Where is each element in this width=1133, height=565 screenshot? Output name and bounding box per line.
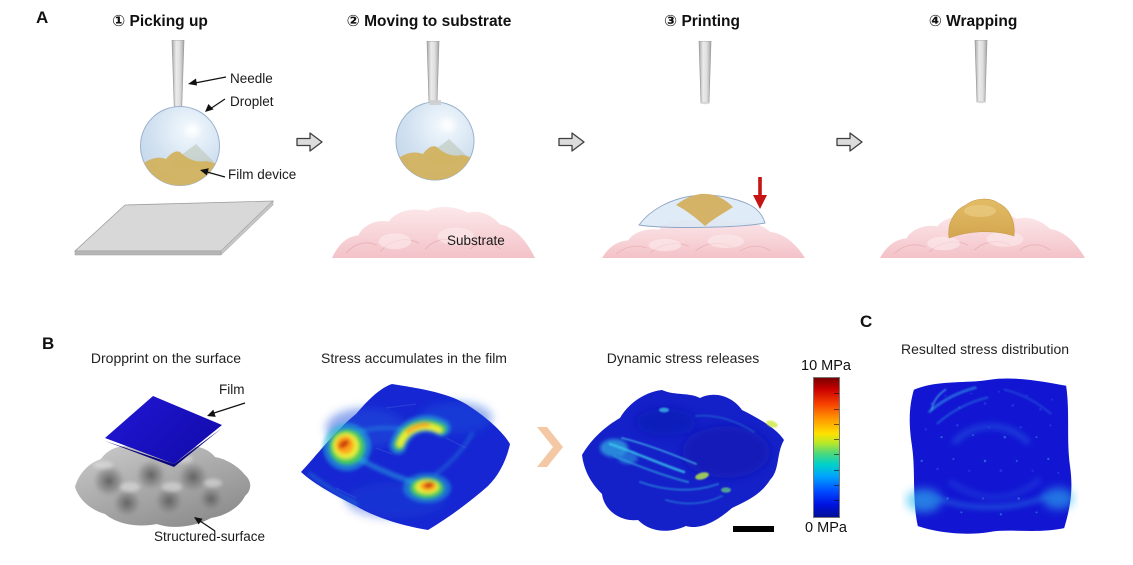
panel-c-label: C <box>860 312 873 331</box>
colorbar-min-label: 0 MPa <box>805 520 847 536</box>
plate-illustration <box>73 200 275 256</box>
film-device-label: Film device <box>228 167 297 182</box>
structured-surface-illustration <box>75 443 251 527</box>
needle-label: Needle <box>230 71 273 86</box>
needle-pointer-arrow <box>188 76 227 86</box>
press-arrow-icon <box>753 177 767 209</box>
step-arrow-icon-3 <box>836 132 863 152</box>
droplet-pointer-arrow <box>205 98 226 112</box>
film-device-pointer-arrow <box>200 168 226 178</box>
substrate-label: Substrate <box>447 233 505 248</box>
substrate-illustration-step2 <box>332 207 535 258</box>
printed-droplet-illustration <box>638 193 766 228</box>
stress-accumulation-map <box>301 384 510 530</box>
step2-title: ② Moving to substrate <box>346 13 512 30</box>
needle-illustration-step4 <box>974 40 988 104</box>
droplet-label: Droplet <box>230 94 274 109</box>
result-caption: Resulted stress distribution <box>900 341 1070 357</box>
dropprint-caption: Dropprint on the surface <box>90 350 242 366</box>
colorbar-max-label: 10 MPa <box>801 358 851 374</box>
release-caption: Dynamic stress releases <box>606 350 760 366</box>
colorbar <box>813 377 840 518</box>
step3-title: ③ Printing <box>664 13 740 30</box>
step-arrow-icon-2 <box>558 132 585 152</box>
needle-illustration-step3 <box>698 41 712 105</box>
droplet-illustration-step2 <box>395 100 475 181</box>
wrapped-film-illustration <box>948 198 1015 239</box>
film-pointer-arrow <box>207 402 246 417</box>
accumulate-caption: Stress accumulates in the film <box>321 350 507 366</box>
droplet-illustration-step1 <box>140 106 220 186</box>
panel-b-label: B <box>42 334 55 353</box>
stress-release-map <box>582 390 784 531</box>
transition-chevron-icon <box>537 427 563 467</box>
panel-a-label: A <box>36 8 49 27</box>
film-illustration <box>105 396 222 467</box>
needle-illustration-step2 <box>426 41 440 104</box>
film-label: Film <box>219 382 245 397</box>
scale-bar <box>733 526 774 532</box>
result-stress-map <box>905 378 1075 534</box>
structured-surface-label: Structured-surface <box>154 529 266 544</box>
step-arrow-icon-1 <box>296 132 323 152</box>
substrate-illustration-step3 <box>602 218 805 258</box>
step4-title: ④ Wrapping <box>928 13 1018 30</box>
structured-surface-pointer-arrow <box>194 517 216 532</box>
step1-title: ① Picking up <box>112 13 208 30</box>
